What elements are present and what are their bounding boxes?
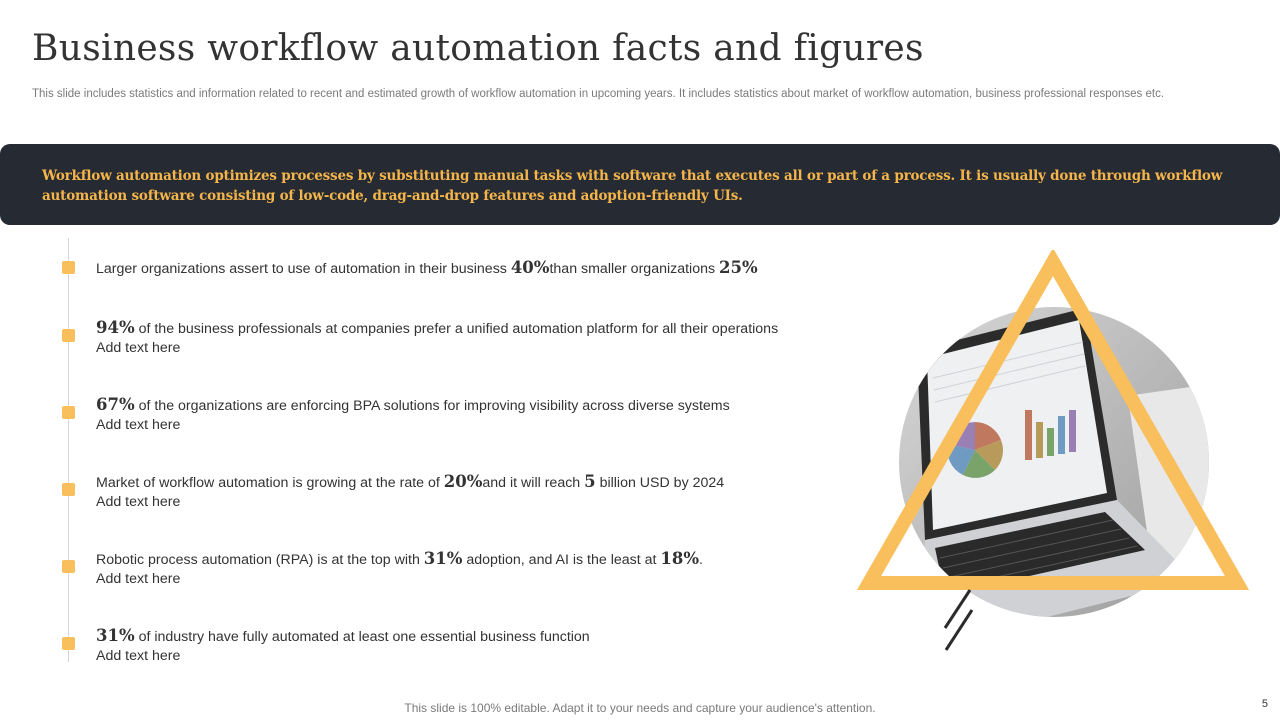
fact-number: 40% <box>510 258 550 277</box>
fact-text: Robotic process automation (RPA) is at t… <box>96 552 424 568</box>
fact-item-5: Robotic process automation (RPA) is at t… <box>96 549 703 589</box>
fact-text: billion USD by 2024 <box>595 475 725 491</box>
fact-subtext: Add text here <box>96 417 181 433</box>
fact-subtext: Add text here <box>96 571 181 587</box>
fact-number: 18% <box>660 549 700 568</box>
fact-number: 31% <box>96 626 135 645</box>
fact-subtext: Add text here <box>96 494 181 510</box>
fact-text: . <box>699 552 703 568</box>
triangle-frame <box>856 250 1250 590</box>
fact-bullet <box>62 637 75 650</box>
fact-item-3: 67% of the organizations are enforcing B… <box>96 395 730 435</box>
fact-text: than smaller organizations <box>549 261 720 277</box>
fact-item-2: 94% of the business professionals at com… <box>96 318 778 358</box>
fact-number: 25% <box>719 258 758 277</box>
fact-number: 94% <box>96 318 135 337</box>
footer-note: This slide is 100% editable. Adapt it to… <box>404 701 876 715</box>
fact-subtext: Add text here <box>96 648 181 664</box>
fact-text: and it will reach <box>482 475 585 491</box>
fact-text: of industry have fully automated at leas… <box>134 629 590 645</box>
decor-line <box>944 609 974 651</box>
fact-number: 5 <box>584 472 596 491</box>
page-title: Business workflow automation facts and f… <box>32 28 924 69</box>
fact-text: Larger organizations assert to use of au… <box>96 261 511 277</box>
fact-subtext: Add text here <box>96 340 181 356</box>
definition-banner: Workflow automation optimizes processes … <box>0 144 1280 225</box>
decor-line <box>943 589 972 629</box>
fact-item-1: Larger organizations assert to use of au… <box>96 258 758 279</box>
page-number: 5 <box>1261 698 1268 710</box>
fact-text: adoption, and AI is the least at <box>462 552 661 568</box>
fact-item-4: Market of workflow automation is growing… <box>96 472 724 512</box>
fact-bullet <box>62 483 75 496</box>
fact-item-6: 31% of industry have fully automated at … <box>96 626 590 666</box>
fact-bullet <box>62 406 75 419</box>
banner-text: Workflow automation optimizes processes … <box>42 168 1223 204</box>
fact-bullet <box>62 261 75 274</box>
timeline-line <box>68 238 69 662</box>
fact-bullet <box>62 560 75 573</box>
fact-number: 67% <box>96 395 135 414</box>
laptop-illustration <box>856 250 1250 651</box>
fact-text: of the business professionals at compani… <box>134 321 779 337</box>
fact-number: 20% <box>443 472 483 491</box>
fact-text: of the organizations are enforcing BPA s… <box>134 398 730 414</box>
fact-number: 31% <box>423 549 463 568</box>
fact-bullet <box>62 329 75 342</box>
page-subtitle: This slide includes statistics and infor… <box>32 88 1165 100</box>
fact-text: Market of workflow automation is growing… <box>96 475 444 491</box>
